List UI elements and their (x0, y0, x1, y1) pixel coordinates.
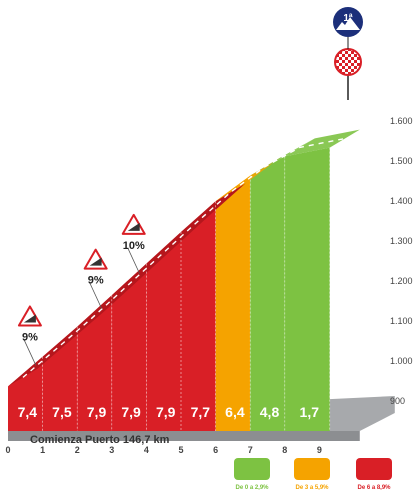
profile-dash-line (22, 138, 344, 378)
profile-top-1 (42, 308, 108, 357)
y-axis-ticks: 900 1.000 1.100 1.200 1.300 1.400 1.500 1.600 (390, 116, 413, 406)
x-tick-label-2: 2 (75, 445, 80, 455)
x-tick-label-1: 1 (40, 445, 45, 455)
profile-front-2 (77, 295, 112, 431)
y-tick-label-3: 1.200 (390, 276, 413, 286)
mountain-icon (336, 17, 360, 30)
y-tick-label-5: 1.400 (390, 196, 413, 206)
legend-swatch-green (234, 458, 270, 480)
slope-glyph-2 (127, 222, 140, 231)
profile-front-6 (215, 175, 251, 431)
finish-flag-icon (334, 48, 362, 76)
summit-markers: 1ª (333, 7, 363, 100)
slope-glyph-1 (89, 257, 102, 266)
x-tick-label-4: 4 (144, 445, 149, 455)
legend-swatch-red (356, 458, 392, 480)
steep-slope-icon-1 (83, 248, 108, 270)
profile-top-5 (181, 183, 246, 232)
legend-item-red: De 6 a 8,9% (344, 458, 404, 496)
gradient-label-2: 7,9 (87, 404, 107, 420)
x-tick-label-9: 9 (317, 445, 322, 455)
gradient-label-1: 7,5 (52, 404, 72, 420)
x-axis-ticks: 0 1 2 3 4 5 6 7 8 9 (5, 445, 321, 455)
max-gradient-label-0: 9% (22, 331, 38, 343)
max-gradient-label-2: 10% (123, 240, 145, 252)
start-label: Comienza Puerto 146,7 km (30, 434, 170, 446)
profile-top-6 (215, 157, 281, 202)
gradient-label-8: 1,7 (300, 404, 320, 420)
gradient-label-5: 7,7 (191, 404, 211, 420)
steep-slope-icon-0 (17, 305, 42, 327)
y-tick-label-2: 1.100 (390, 316, 413, 326)
x-tick-label-6: 6 (213, 445, 218, 455)
max-gradient-label-1: 9% (88, 275, 104, 287)
profile-center-dashes (22, 138, 344, 378)
y-tick-label-0: 900 (390, 396, 405, 406)
profile-front-5 (181, 201, 216, 431)
profile-divider-lines (42, 147, 331, 431)
road-base-front (8, 431, 360, 441)
legend-label-red: De 6 a 8,9% (357, 485, 391, 491)
steep-slope-icon-2 (121, 213, 146, 235)
y-tick-label-7: 1.600 (390, 116, 413, 126)
legend-item-green: De 0 a 2,9% (222, 458, 282, 496)
gradient-labels: 7,4 7,5 7,9 7,9 7,9 7,7 6,4 4,8 1,7 (18, 404, 320, 420)
gradient-label-3: 7,9 (121, 404, 141, 420)
x-tick-label-7: 7 (248, 445, 253, 455)
x-tick-label-3: 3 (109, 445, 114, 455)
y-tick-label-4: 1.300 (390, 236, 413, 246)
gradient-label-7: 4,8 (260, 404, 280, 420)
max-gradient-signs: 9% 9% 10% (17, 213, 146, 366)
gradient-label-4: 7,9 (156, 404, 176, 420)
profile-fill (8, 147, 330, 431)
y-tick-label-1: 1.000 (390, 356, 413, 366)
legend-label-green: De 0 a 2,9% (235, 485, 269, 491)
legend-item-orange: De 3 a 5,9% (282, 458, 342, 496)
gradient-label-0: 7,4 (18, 404, 38, 420)
legend-label-orange: De 3 a 5,9% (295, 485, 329, 491)
profile-front-3 (111, 263, 147, 431)
profile-front-4 (146, 232, 181, 431)
gradient-label-6: 6,4 (225, 404, 245, 420)
x-tick-label-8: 8 (282, 445, 287, 455)
x-tick-label-0: 0 (5, 445, 10, 455)
legend-swatch-orange (294, 458, 330, 480)
y-tick-label-6: 1.500 (390, 156, 413, 166)
sign-pointer-0 (23, 339, 37, 366)
sign-pointer-2 (127, 247, 141, 275)
profile-front-0 (8, 356, 43, 431)
sign-pointer-1 (89, 282, 103, 309)
category-badge-label: 1ª (343, 13, 353, 24)
x-tick-label-5: 5 (178, 445, 183, 455)
profile-top-4 (146, 214, 211, 264)
profile-front-7 (250, 156, 285, 431)
slope-glyph-0 (23, 314, 36, 323)
profile-front-8 (284, 147, 330, 431)
